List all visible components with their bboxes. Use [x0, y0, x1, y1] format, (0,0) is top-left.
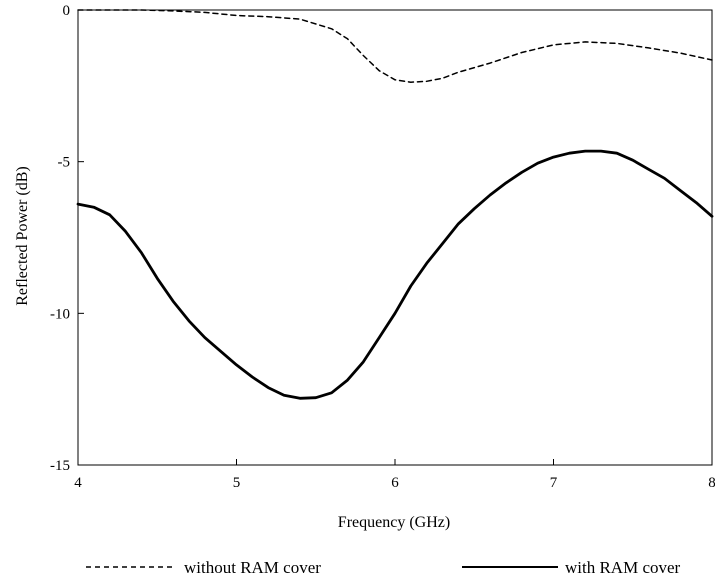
x-tick-label: 4: [74, 475, 82, 491]
x-tick-label: 6: [391, 475, 399, 491]
x-tick-label: 8: [708, 475, 715, 491]
series-lines: [76, 9, 714, 400]
axis-ticks: [77, 9, 713, 466]
series-line-without-ram-cover: [77, 9, 713, 83]
x-axis-title: Frequency (GHz): [338, 514, 450, 531]
legend-label-with-ram-cover: with RAM cover: [565, 558, 681, 577]
series-line-with-ram-cover: [76, 149, 714, 400]
y-tick-label: -15: [50, 458, 70, 474]
y-tick-label: -10: [50, 306, 70, 322]
legend-label-without-ram-cover: without RAM cover: [184, 558, 321, 577]
tick-labels: 4 5 6 7 8 0 -5 -10 -15: [50, 3, 715, 491]
y-tick-label: -5: [58, 155, 71, 171]
y-tick-label: 0: [63, 3, 71, 19]
x-tick-label: 5: [233, 475, 241, 491]
x-tick-label: 7: [550, 475, 558, 491]
plot-frame: [77, 9, 713, 466]
legend: without RAM cover with RAM cover: [86, 558, 681, 577]
plot-area: [77, 9, 713, 466]
y-axis-title: Reflected Power (dB): [14, 166, 31, 306]
